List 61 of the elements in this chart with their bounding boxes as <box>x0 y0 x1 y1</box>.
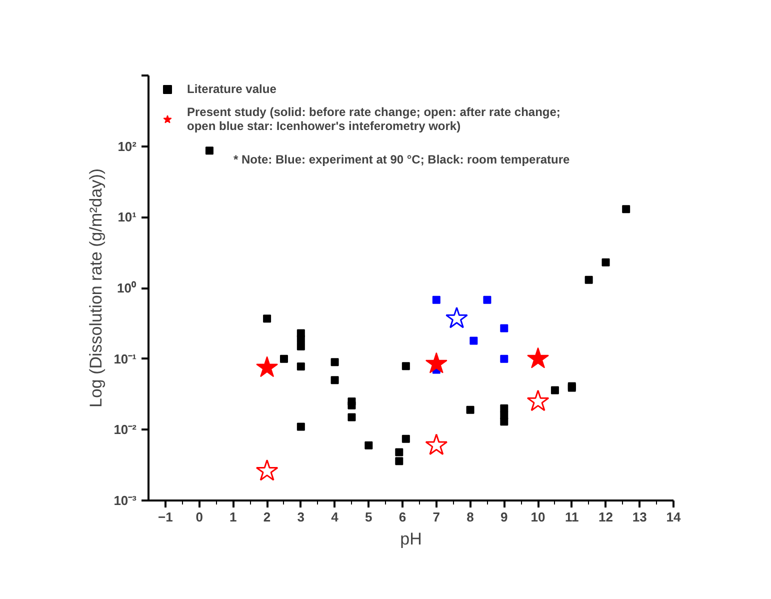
point <box>296 342 305 350</box>
x-tick-label: −1 <box>158 510 173 524</box>
point <box>483 296 492 304</box>
legend-label: Present study (solid: before rate change; open: after rate change; open blue star: Icenhower's inteferometry work) <box>187 105 560 133</box>
point <box>402 362 410 370</box>
x-tick-label: 14 <box>666 510 682 524</box>
point <box>280 354 288 363</box>
x-tick-label: 2 <box>263 510 271 524</box>
annotation: * Note: Blue: experiment at 90 °C; Black: room temperature <box>234 152 570 166</box>
x-tick-label: 9 <box>500 510 508 524</box>
x-tick-label: 6 <box>398 510 406 524</box>
point <box>263 314 272 323</box>
x-tick-label: 7 <box>432 510 440 524</box>
point <box>330 358 339 366</box>
point <box>500 354 508 363</box>
point <box>425 434 448 456</box>
x-tick-label: 10 <box>530 510 546 524</box>
point <box>364 441 373 450</box>
y-tick-label: 10¹ <box>118 210 137 225</box>
point <box>330 376 339 384</box>
point <box>402 434 410 443</box>
legend-label: Literature value <box>187 81 276 97</box>
point <box>470 336 478 345</box>
x-tick-label: 5 <box>365 510 372 524</box>
point <box>622 205 630 214</box>
point <box>348 401 356 410</box>
point <box>205 146 214 155</box>
point <box>256 356 278 378</box>
point <box>602 258 610 266</box>
x-tick-label: 12 <box>598 510 613 524</box>
point <box>466 406 474 414</box>
point <box>550 386 559 394</box>
point <box>296 362 305 370</box>
y-tick-label: 10⁻¹ <box>114 351 137 366</box>
point <box>296 335 305 344</box>
point <box>425 352 448 374</box>
y-tick-label: 10⁻² <box>114 422 138 438</box>
y-tick-label: 10⁰ <box>117 280 137 296</box>
x-tick-label: 13 <box>632 510 647 524</box>
x-tick-label: 0 <box>196 510 203 524</box>
point <box>500 418 508 426</box>
point <box>395 448 404 456</box>
point <box>446 306 468 328</box>
x-tick-label: 4 <box>331 510 340 524</box>
y-tick-label: 10² <box>118 138 138 154</box>
x-tick-label: 3 <box>297 510 305 524</box>
x-tick-label: 8 <box>466 510 474 524</box>
point <box>500 324 508 332</box>
x-tick-label: 11 <box>565 510 579 524</box>
x-axis-title: pH <box>400 530 422 548</box>
point <box>348 413 356 422</box>
point <box>296 422 305 431</box>
point <box>526 390 550 412</box>
point <box>584 276 593 284</box>
x-tick-label: 1 <box>230 510 237 524</box>
point <box>527 347 549 368</box>
y-axis-title: Log (Dissolution rate (g/m²day)) <box>86 168 106 408</box>
point <box>395 457 404 466</box>
point <box>432 296 440 304</box>
point <box>256 459 278 481</box>
y-tick-label: 10⁻³ <box>114 493 138 508</box>
